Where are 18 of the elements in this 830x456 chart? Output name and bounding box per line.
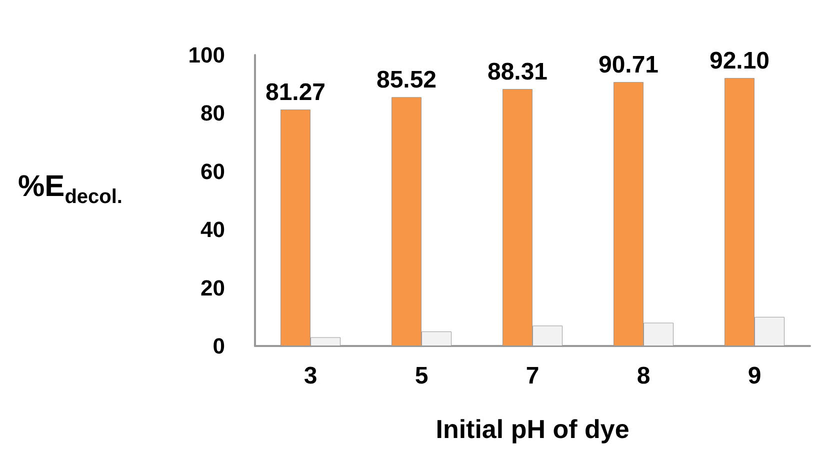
data-label: 88.31 xyxy=(487,58,548,86)
data-label: 81.27 xyxy=(265,79,326,106)
data-label: 90.71 xyxy=(598,52,659,79)
y-tick-label: 80 xyxy=(200,100,225,126)
y-tick-label: 100 xyxy=(188,42,225,68)
x-axis-title: Initial pH of dye xyxy=(436,414,630,444)
y-tick-label: 40 xyxy=(200,217,225,242)
x-tick-label: 5 xyxy=(414,362,428,390)
data-label: 92.10 xyxy=(709,47,770,74)
x-tick-label: 7 xyxy=(526,362,540,390)
x-tick-label: 8 xyxy=(636,362,650,390)
data-label: 85.52 xyxy=(376,66,437,94)
y-tick-label: 0 xyxy=(212,334,225,358)
x-tick-label: 3 xyxy=(304,362,318,390)
x-tick-label: 9 xyxy=(748,362,762,390)
y-tick-label: 60 xyxy=(200,158,225,184)
y-tick-label: 20 xyxy=(200,275,225,300)
y-axis-title: %E$_{decol.}$ xyxy=(18,170,122,209)
